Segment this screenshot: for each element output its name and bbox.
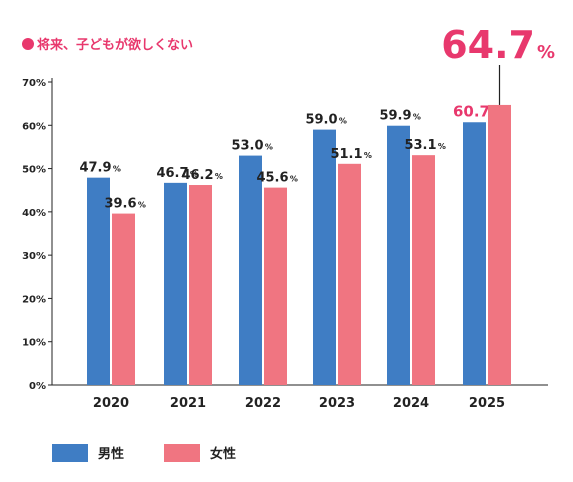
legend-swatch-female [164, 443, 201, 462]
x-tick-label: 2020 [93, 396, 129, 411]
data-label-male: 53.0 [231, 139, 263, 154]
data-label-male: 59.0 [305, 113, 337, 128]
data-label-unit: % [265, 143, 273, 152]
legend-item-male: 男性 [52, 443, 124, 462]
data-label-unit: % [537, 42, 555, 63]
data-label-unit: % [138, 201, 146, 210]
title-bullet-icon [22, 37, 34, 50]
data-label-unit: % [364, 151, 372, 160]
y-tick-label: 10% [22, 338, 46, 349]
y-tick-label: 0% [29, 381, 46, 392]
bar-male [87, 177, 110, 385]
y-tick-label: 40% [22, 208, 46, 219]
chart-title: 将来、子どもが欲しくない [22, 34, 193, 53]
bar-female [412, 155, 435, 385]
data-label-male: 46.7 [156, 166, 188, 181]
bar-female [112, 213, 135, 385]
data-label-unit: % [438, 142, 446, 151]
data-label-unit: % [290, 175, 298, 184]
bar-female [338, 163, 361, 385]
data-label-female: 53.1 [404, 138, 436, 153]
bar-male [239, 155, 262, 385]
y-tick-label: 60% [22, 121, 46, 132]
data-label-female: 45.6 [256, 171, 288, 186]
legend-swatch-male [52, 443, 88, 462]
bar-male [164, 182, 187, 385]
bar-male [313, 129, 336, 385]
data-label-unit: % [339, 117, 347, 126]
data-label-female: 39.6 [104, 197, 136, 212]
y-tick-label: 70% [22, 78, 46, 89]
data-label-female: 46.2 [181, 168, 213, 183]
y-tick-label: 20% [22, 294, 46, 305]
y-tick-label: 30% [22, 251, 46, 262]
data-label-unit: % [190, 170, 198, 179]
bar-female [264, 187, 287, 385]
x-tick-label: 2023 [319, 396, 355, 411]
legend-item-female: 女性 [164, 443, 236, 462]
y-tick-label: 50% [22, 165, 46, 176]
data-label-female: 64.7 [441, 23, 535, 67]
data-label-unit: % [113, 165, 121, 174]
data-label-female: 51.1 [330, 147, 362, 162]
x-tick-label: 2021 [170, 396, 206, 411]
data-label-unit: % [215, 172, 223, 181]
x-tick-label: 2022 [245, 396, 281, 411]
legend: 男性 女性 [52, 443, 276, 462]
chart-title-text: 将来、子どもが欲しくない [37, 38, 194, 53]
legend-label-female: 女性 [210, 447, 237, 462]
bar-male [463, 122, 486, 386]
bar-male [387, 125, 410, 386]
data-label-male: 47.9 [79, 161, 111, 176]
x-tick-label: 2024 [393, 396, 429, 411]
bar-female [488, 104, 511, 385]
x-tick-label: 2025 [469, 396, 505, 411]
legend-label-male: 男性 [98, 447, 125, 462]
data-label-unit: % [413, 113, 421, 122]
data-label-male: 60.7 [453, 102, 490, 120]
data-label-male: 59.9 [379, 109, 411, 124]
bar-female [189, 185, 212, 385]
